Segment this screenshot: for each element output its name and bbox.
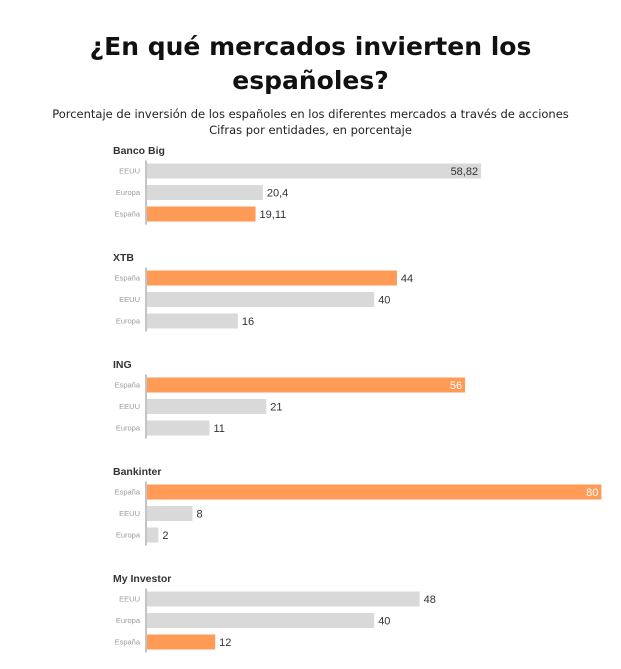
chart-subtitle-line-1: Porcentaje de inversión de los españoles… — [52, 107, 569, 121]
chart-title: ¿En qué mercados invierten los españoles… — [0, 30, 621, 98]
bar-my-investor-europa — [147, 613, 375, 628]
group-label-ing: ING — [113, 359, 132, 371]
chart-title-line-1: ¿En qué mercados invierten los — [89, 32, 532, 61]
category-label-xtb-eeuu: EEUU — [119, 295, 140, 304]
value-label-ing-europa: 11 — [213, 423, 224, 435]
bar-ing-europa — [147, 420, 210, 436]
value-label-bankinter-europa: 2 — [162, 530, 168, 542]
bar-group-ing: ING España 56 EEUU 21 Europa 11 — [113, 359, 466, 439]
bar-group-banco-big: Banco Big EEUU 58,82 Europa 20,4 España 19,11 — [113, 145, 482, 225]
category-label-bankinter-europa: Europa — [116, 531, 141, 540]
bar-group-bankinter: Bankinter España 80 EEUU 8 Europa 2 — [113, 466, 602, 546]
bar-bankinter-eeuu — [147, 506, 193, 521]
value-label-my-investor-europa: 40 — [378, 616, 390, 628]
value-label-xtb-eeuu: 40 — [378, 295, 390, 307]
value-label-bankinter-eeuu: 8 — [196, 509, 202, 521]
category-label-my-investor-europa: Europa — [116, 616, 141, 625]
bar-bankinter-europa — [147, 527, 159, 543]
value-label-my-investor-espana: 12 — [219, 637, 231, 649]
bar-group-xtb: XTB España 44 EEUU 40 Europa 16 — [113, 252, 413, 332]
bar-xtb-espana — [147, 270, 397, 286]
bar-xtb-europa — [147, 313, 238, 329]
bar-banco-big-eeuu — [147, 163, 482, 179]
category-label-bankinter-eeuu: EEUU — [119, 509, 140, 518]
chart-title-line-2: españoles? — [232, 66, 389, 95]
chart-subtitle: Porcentaje de inversión de los españoles… — [0, 106, 621, 138]
value-label-banco-big-eeuu: 58,82 — [451, 166, 479, 178]
category-label-my-investor-eeuu: EEUU — [119, 595, 140, 604]
category-label-xtb-espana: España — [115, 274, 141, 283]
bar-banco-big-espana — [147, 206, 256, 222]
bar-bankinter-espana — [147, 484, 602, 500]
value-label-banco-big-espana: 19,11 — [260, 209, 287, 221]
value-label-xtb-espana: 44 — [401, 273, 413, 285]
group-label-xtb: XTB — [113, 252, 134, 264]
category-label-banco-big-eeuu: EEUU — [119, 167, 140, 176]
category-label-banco-big-europa: Europa — [116, 188, 141, 197]
chart-subtitle-line-2: Cifras por entidades, en porcentaje — [209, 123, 412, 137]
bar-my-investor-eeuu — [147, 591, 420, 607]
category-label-xtb-europa: Europa — [116, 317, 141, 326]
group-label-my-investor: My Investor — [113, 573, 171, 585]
value-label-xtb-europa: 16 — [242, 316, 254, 328]
value-label-ing-eeuu: 21 — [270, 402, 282, 414]
bar-xtb-eeuu — [147, 292, 375, 307]
bar-ing-espana — [147, 377, 466, 393]
group-label-bankinter: Bankinter — [113, 466, 161, 478]
value-label-my-investor-eeuu: 48 — [424, 594, 436, 606]
category-label-ing-espana: España — [115, 381, 141, 390]
value-label-banco-big-europa: 20,4 — [267, 188, 288, 200]
bar-my-investor-espana — [147, 634, 216, 650]
category-label-my-investor-espana: España — [115, 638, 141, 647]
bar-banco-big-europa — [147, 185, 263, 200]
category-label-banco-big-espana: España — [115, 210, 141, 219]
value-label-bankinter-espana: 80 — [586, 487, 598, 499]
value-label-ing-espana: 56 — [450, 380, 462, 392]
bar-ing-eeuu — [147, 399, 267, 414]
category-label-ing-europa: Europa — [116, 424, 141, 433]
category-label-ing-eeuu: EEUU — [119, 402, 140, 411]
bar-group-my-investor: My Investor EEUU 48 Europa 40 España 12 — [113, 573, 436, 653]
group-label-banco-big: Banco Big — [113, 145, 165, 157]
category-label-bankinter-espana: España — [115, 488, 141, 497]
